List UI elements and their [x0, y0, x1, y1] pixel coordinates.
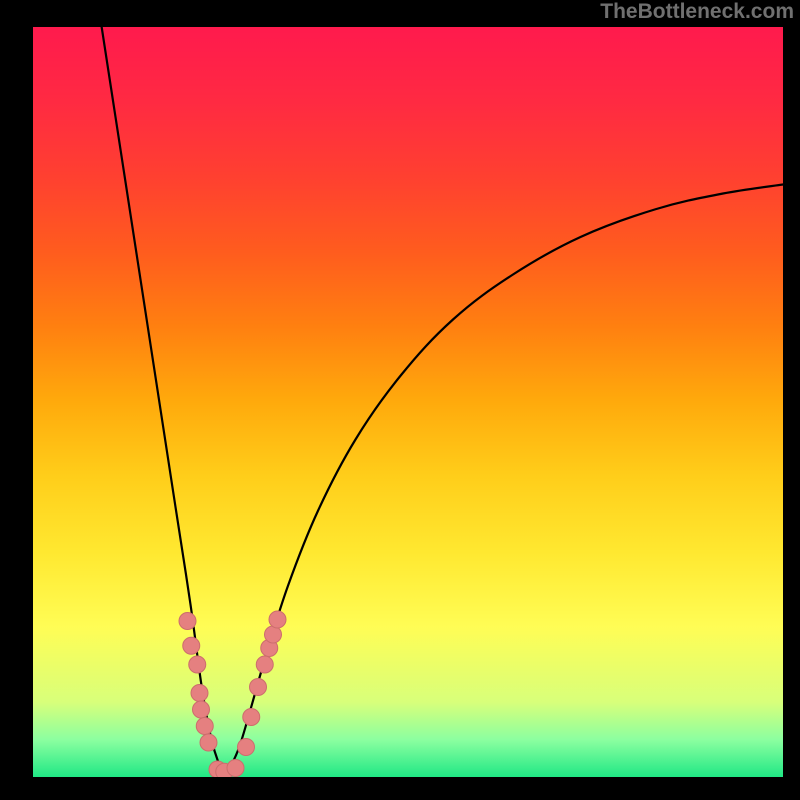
marker-dot [193, 701, 210, 718]
marker-dot [265, 626, 282, 643]
marker-dot [189, 656, 206, 673]
chart-container: TheBottleneck.com [0, 0, 800, 800]
marker-dot [227, 760, 244, 777]
marker-dot [196, 718, 213, 735]
marker-dot [200, 734, 217, 751]
marker-dot [250, 679, 267, 696]
marker-dot [179, 613, 196, 630]
curve-right-branch [224, 185, 783, 772]
marker-dot [183, 637, 200, 654]
marker-dot [256, 656, 273, 673]
marker-dot [191, 685, 208, 702]
watermark-text: TheBottleneck.com [600, 0, 794, 24]
curve-left-branch [101, 27, 225, 772]
marker-dot [238, 739, 255, 756]
plot-area [33, 27, 783, 777]
marker-dot [243, 709, 260, 726]
chart-svg [33, 27, 783, 777]
marker-dot [269, 611, 286, 628]
